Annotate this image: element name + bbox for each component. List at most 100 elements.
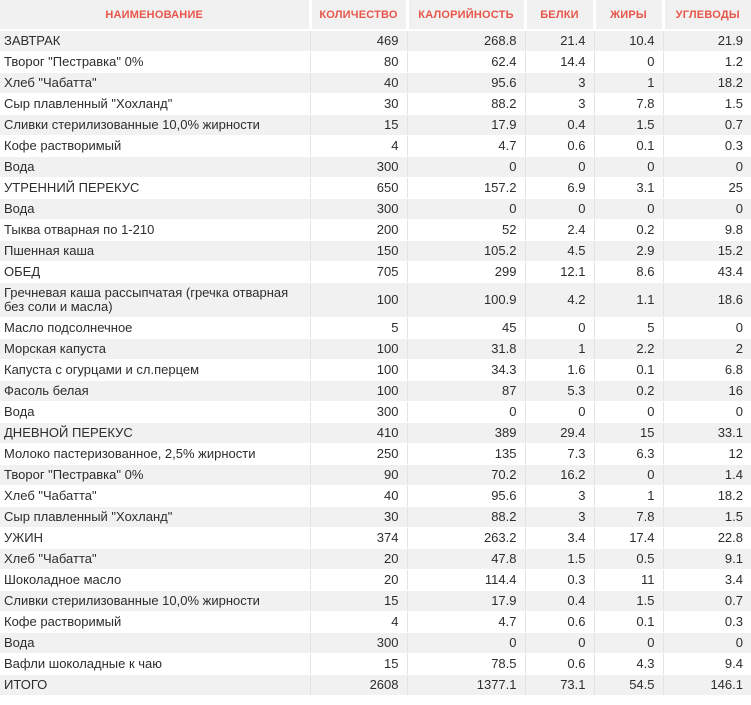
value-cell-cal: 31.8 <box>406 338 525 360</box>
value-cell-fat: 2.2 <box>593 338 663 360</box>
value-cell-carbs: 1.4 <box>662 464 751 486</box>
value-cell-fat: 0.1 <box>593 611 663 633</box>
value-cell-protein: 0 <box>524 632 594 654</box>
value-cell-qty: 374 <box>309 527 407 549</box>
value-cell-carbs: 1.5 <box>662 506 751 528</box>
value-cell-qty: 410 <box>309 422 407 444</box>
value-cell-qty: 469 <box>309 30 407 52</box>
item-name-cell: УЖИН <box>0 527 310 549</box>
value-cell-protein: 0 <box>524 401 594 423</box>
value-cell-qty: 250 <box>309 443 407 465</box>
value-cell-protein: 3.4 <box>524 527 594 549</box>
value-cell-protein: 7.3 <box>524 443 594 465</box>
value-cell-cal: 95.6 <box>406 72 525 94</box>
value-cell-cal: 88.2 <box>406 506 525 528</box>
value-cell-cal: 34.3 <box>406 359 525 381</box>
value-cell-protein: 0 <box>524 156 594 178</box>
value-cell-protein: 0.4 <box>524 114 594 136</box>
value-cell-protein: 16.2 <box>524 464 594 486</box>
item-name-cell: Творог "Пестравка" 0% <box>0 464 310 486</box>
value-cell-carbs: 12 <box>662 443 751 465</box>
table-row: Фасоль белая 100 87 5.3 0.2 16 <box>0 380 751 402</box>
value-cell-carbs: 0.3 <box>662 135 751 157</box>
value-cell-qty: 15 <box>309 590 407 612</box>
value-cell-protein: 0.6 <box>524 611 594 633</box>
value-cell-cal: 70.2 <box>406 464 525 486</box>
value-cell-carbs: 9.8 <box>662 219 751 241</box>
value-cell-qty: 300 <box>309 198 407 220</box>
table-row: Морская капуста 100 31.8 1 2.2 2 <box>0 338 751 360</box>
value-cell-protein: 29.4 <box>524 422 594 444</box>
value-cell-protein: 0.3 <box>524 569 594 591</box>
table-row: Масло подсолнечное 5 45 0 5 0 <box>0 317 751 339</box>
value-cell-fat: 1 <box>593 485 663 507</box>
item-name-cell: ЗАВТРАК <box>0 30 310 52</box>
table-row: Шоколадное масло 20 114.4 0.3 11 3.4 <box>0 569 751 591</box>
value-cell-cal: 1377.1 <box>406 674 525 696</box>
item-name-cell: Творог "Пестравка" 0% <box>0 51 310 73</box>
table-row: Сливки стерилизованные 10,0% жирности 15 1… <box>0 114 751 136</box>
value-cell-qty: 40 <box>309 72 407 94</box>
value-cell-cal: 268.8 <box>406 30 525 52</box>
value-cell-carbs: 21.9 <box>662 30 751 52</box>
item-name-cell: Вафли шоколадные к чаю <box>0 653 310 675</box>
value-cell-protein: 0 <box>524 198 594 220</box>
item-name-cell: Вода <box>0 198 310 220</box>
value-cell-fat: 2.9 <box>593 240 663 262</box>
table-row: Вода 300 0 0 0 0 <box>0 632 751 654</box>
item-name-cell: Масло подсолнечное <box>0 317 310 339</box>
value-cell-carbs: 0 <box>662 632 751 654</box>
item-name-cell: Фасоль белая <box>0 380 310 402</box>
value-cell-fat: 54.5 <box>593 674 663 696</box>
column-header-protein: БЕЛКИ <box>523 0 594 31</box>
value-cell-cal: 4.7 <box>406 611 525 633</box>
table-row: Сыр плавленный "Хохланд" 30 88.2 3 7.8 1.5 <box>0 506 751 528</box>
value-cell-fat: 11 <box>593 569 663 591</box>
value-cell-fat: 17.4 <box>593 527 663 549</box>
value-cell-fat: 10.4 <box>593 30 663 52</box>
table-row: Хлеб "Чабатта" 40 95.6 3 1 18.2 <box>0 485 751 507</box>
value-cell-qty: 300 <box>309 401 407 423</box>
value-cell-qty: 30 <box>309 93 407 115</box>
value-cell-qty: 100 <box>309 359 407 381</box>
value-cell-qty: 2608 <box>309 674 407 696</box>
column-header-name: НАИМЕНОВАНИЕ <box>0 0 310 31</box>
value-cell-cal: 62.4 <box>406 51 525 73</box>
value-cell-carbs: 33.1 <box>662 422 751 444</box>
table-row: Кофе растворимый 4 4.7 0.6 0.1 0.3 <box>0 135 751 157</box>
value-cell-carbs: 0.7 <box>662 590 751 612</box>
value-cell-qty: 200 <box>309 219 407 241</box>
item-name-cell: Сливки стерилизованные 10,0% жирности <box>0 590 310 612</box>
value-cell-carbs: 18.2 <box>662 72 751 94</box>
value-cell-fat: 3.1 <box>593 177 663 199</box>
column-header-cal: КАЛОРИЙНОСТЬ <box>405 0 525 31</box>
value-cell-cal: 0 <box>406 156 525 178</box>
item-name-cell: Пшенная каша <box>0 240 310 262</box>
item-name-cell: Сыр плавленный "Хохланд" <box>0 506 310 528</box>
value-cell-qty: 300 <box>309 632 407 654</box>
value-cell-fat: 0.1 <box>593 359 663 381</box>
value-cell-carbs: 2 <box>662 338 751 360</box>
item-name-cell: Сыр плавленный "Хохланд" <box>0 93 310 115</box>
value-cell-fat: 0 <box>593 464 663 486</box>
value-cell-qty: 150 <box>309 240 407 262</box>
value-cell-qty: 90 <box>309 464 407 486</box>
value-cell-fat: 7.8 <box>593 93 663 115</box>
value-cell-carbs: 0 <box>662 156 751 178</box>
value-cell-carbs: 9.1 <box>662 548 751 570</box>
value-cell-cal: 45 <box>406 317 525 339</box>
table-row: Творог "Пестравка" 0% 80 62.4 14.4 0 1.2 <box>0 51 751 73</box>
value-cell-fat: 8.6 <box>593 261 663 283</box>
value-cell-qty: 15 <box>309 653 407 675</box>
item-name-cell: Капуста с огурцами и сл.перцем <box>0 359 310 381</box>
value-cell-qty: 100 <box>309 338 407 360</box>
value-cell-qty: 705 <box>309 261 407 283</box>
table-row: Сливки стерилизованные 10,0% жирности 15 1… <box>0 590 751 612</box>
value-cell-qty: 5 <box>309 317 407 339</box>
item-name-cell: Вода <box>0 632 310 654</box>
value-cell-cal: 263.2 <box>406 527 525 549</box>
value-cell-carbs: 146.1 <box>662 674 751 696</box>
value-cell-fat: 0.2 <box>593 219 663 241</box>
